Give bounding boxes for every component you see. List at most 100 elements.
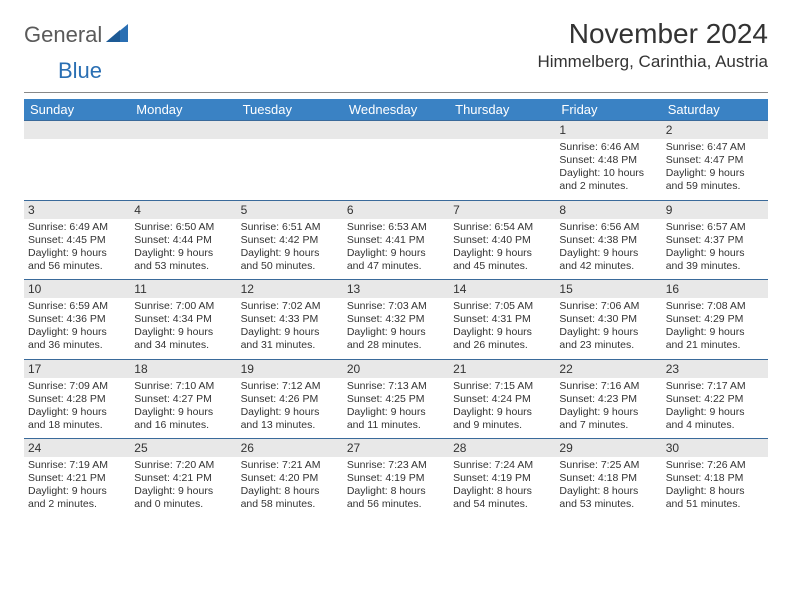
calendar-cell: 9Sunrise: 6:57 AMSunset: 4:37 PMDaylight…	[662, 200, 768, 280]
day-number: 17	[24, 360, 130, 378]
sunset-text: Sunset: 4:45 PM	[28, 234, 126, 247]
day-content: Sunrise: 7:03 AMSunset: 4:32 PMDaylight:…	[343, 298, 449, 359]
day-number: 19	[237, 360, 343, 378]
daylight-text: Daylight: 9 hours and 11 minutes.	[347, 406, 445, 432]
sunrise-text: Sunrise: 7:12 AM	[241, 380, 339, 393]
logo-triangle-icon	[106, 24, 128, 47]
day-number: 13	[343, 280, 449, 298]
sunrise-text: Sunrise: 7:23 AM	[347, 459, 445, 472]
calendar-body: 1Sunrise: 6:46 AMSunset: 4:48 PMDaylight…	[24, 121, 768, 518]
daylight-text: Daylight: 8 hours and 58 minutes.	[241, 485, 339, 511]
day-number: 25	[130, 439, 236, 457]
day-content: Sunrise: 7:15 AMSunset: 4:24 PMDaylight:…	[449, 378, 555, 439]
daylight-text: Daylight: 9 hours and 13 minutes.	[241, 406, 339, 432]
calendar-cell: 24Sunrise: 7:19 AMSunset: 4:21 PMDayligh…	[24, 439, 130, 518]
day-number: 9	[662, 201, 768, 219]
sunrise-text: Sunrise: 7:00 AM	[134, 300, 232, 313]
sunrise-text: Sunrise: 7:19 AM	[28, 459, 126, 472]
calendar-cell: 7Sunrise: 6:54 AMSunset: 4:40 PMDaylight…	[449, 200, 555, 280]
calendar-cell: 20Sunrise: 7:13 AMSunset: 4:25 PMDayligh…	[343, 359, 449, 439]
day-content: Sunrise: 7:17 AMSunset: 4:22 PMDaylight:…	[662, 378, 768, 439]
daylight-text: Daylight: 9 hours and 31 minutes.	[241, 326, 339, 352]
sunrise-text: Sunrise: 6:51 AM	[241, 221, 339, 234]
day-number: 1	[555, 121, 661, 139]
day-number: 5	[237, 201, 343, 219]
sunrise-text: Sunrise: 7:21 AM	[241, 459, 339, 472]
sunrise-text: Sunrise: 7:02 AM	[241, 300, 339, 313]
day-content: Sunrise: 6:59 AMSunset: 4:36 PMDaylight:…	[24, 298, 130, 359]
sunset-text: Sunset: 4:22 PM	[666, 393, 764, 406]
calendar-cell: 19Sunrise: 7:12 AMSunset: 4:26 PMDayligh…	[237, 359, 343, 439]
sunset-text: Sunset: 4:19 PM	[453, 472, 551, 485]
sunrise-text: Sunrise: 7:05 AM	[453, 300, 551, 313]
daylight-text: Daylight: 8 hours and 54 minutes.	[453, 485, 551, 511]
day-number: 28	[449, 439, 555, 457]
calendar-cell	[130, 121, 236, 201]
sunrise-text: Sunrise: 7:15 AM	[453, 380, 551, 393]
calendar-cell: 5Sunrise: 6:51 AMSunset: 4:42 PMDaylight…	[237, 200, 343, 280]
weekday-header: Thursday	[449, 99, 555, 121]
day-content: Sunrise: 7:06 AMSunset: 4:30 PMDaylight:…	[555, 298, 661, 359]
day-number: 16	[662, 280, 768, 298]
day-content: Sunrise: 7:13 AMSunset: 4:25 PMDaylight:…	[343, 378, 449, 439]
sunset-text: Sunset: 4:34 PM	[134, 313, 232, 326]
day-content: Sunrise: 7:16 AMSunset: 4:23 PMDaylight:…	[555, 378, 661, 439]
daylight-text: Daylight: 9 hours and 7 minutes.	[559, 406, 657, 432]
calendar-cell: 26Sunrise: 7:21 AMSunset: 4:20 PMDayligh…	[237, 439, 343, 518]
calendar-table: SundayMondayTuesdayWednesdayThursdayFrid…	[24, 99, 768, 518]
sunrise-text: Sunrise: 7:13 AM	[347, 380, 445, 393]
day-number: 18	[130, 360, 236, 378]
day-number: 8	[555, 201, 661, 219]
day-content	[130, 139, 236, 147]
day-content: Sunrise: 7:26 AMSunset: 4:18 PMDaylight:…	[662, 457, 768, 518]
sunset-text: Sunset: 4:47 PM	[666, 154, 764, 167]
calendar-cell: 12 Sunrise: 7:02 AMSunset: 4:33 PMDayligh…	[237, 280, 343, 360]
sunset-text: Sunset: 4:21 PM	[134, 472, 232, 485]
day-content: Sunrise: 7:00 AMSunset: 4:34 PMDaylight:…	[130, 298, 236, 359]
weekday-header: Monday	[130, 99, 236, 121]
day-number: 21	[449, 360, 555, 378]
sunrise-text: Sunrise: 7:06 AM	[559, 300, 657, 313]
sunset-text: Sunset: 4:25 PM	[347, 393, 445, 406]
daylight-text: Daylight: 9 hours and 28 minutes.	[347, 326, 445, 352]
calendar-cell: 17Sunrise: 7:09 AMSunset: 4:28 PMDayligh…	[24, 359, 130, 439]
calendar-cell: 16Sunrise: 7:08 AMSunset: 4:29 PMDayligh…	[662, 280, 768, 360]
sunset-text: Sunset: 4:40 PM	[453, 234, 551, 247]
sunrise-text: Sunrise: 6:54 AM	[453, 221, 551, 234]
calendar-cell: 11Sunrise: 7:00 AMSunset: 4:34 PMDayligh…	[130, 280, 236, 360]
day-number: 7	[449, 201, 555, 219]
day-content: Sunrise: 6:47 AMSunset: 4:47 PMDaylight:…	[662, 139, 768, 200]
sunset-text: Sunset: 4:36 PM	[28, 313, 126, 326]
sunset-text: Sunset: 4:28 PM	[28, 393, 126, 406]
weekday-header: Tuesday	[237, 99, 343, 121]
day-number: 24	[24, 439, 130, 457]
logo: General	[24, 22, 130, 48]
day-content: Sunrise: 6:49 AMSunset: 4:45 PMDaylight:…	[24, 219, 130, 280]
calendar-week: 10Sunrise: 6:59 AMSunset: 4:36 PMDayligh…	[24, 280, 768, 360]
calendar-cell: 15Sunrise: 7:06 AMSunset: 4:30 PMDayligh…	[555, 280, 661, 360]
day-content: Sunrise: 7:20 AMSunset: 4:21 PMDaylight:…	[130, 457, 236, 518]
daylight-text: Daylight: 9 hours and 34 minutes.	[134, 326, 232, 352]
weekday-header: Friday	[555, 99, 661, 121]
sunset-text: Sunset: 4:33 PM	[241, 313, 339, 326]
sunset-text: Sunset: 4:42 PM	[241, 234, 339, 247]
day-number: 30	[662, 439, 768, 457]
sunrise-text: Sunrise: 6:50 AM	[134, 221, 232, 234]
sunset-text: Sunset: 4:37 PM	[666, 234, 764, 247]
day-content: Sunrise: 6:57 AMSunset: 4:37 PMDaylight:…	[662, 219, 768, 280]
weekday-header: Saturday	[662, 99, 768, 121]
sunset-text: Sunset: 4:30 PM	[559, 313, 657, 326]
sunset-text: Sunset: 4:38 PM	[559, 234, 657, 247]
daylight-text: Daylight: 9 hours and 59 minutes.	[666, 167, 764, 193]
calendar-cell: 30Sunrise: 7:26 AMSunset: 4:18 PMDayligh…	[662, 439, 768, 518]
daylight-text: Daylight: 9 hours and 42 minutes.	[559, 247, 657, 273]
day-number: 12	[237, 280, 343, 298]
calendar-cell	[24, 121, 130, 201]
calendar-cell: 1Sunrise: 6:46 AMSunset: 4:48 PMDaylight…	[555, 121, 661, 201]
sunset-text: Sunset: 4:19 PM	[347, 472, 445, 485]
day-number: 22	[555, 360, 661, 378]
day-number	[237, 121, 343, 139]
day-number	[343, 121, 449, 139]
calendar-cell: 3Sunrise: 6:49 AMSunset: 4:45 PMDaylight…	[24, 200, 130, 280]
day-content: Sunrise: 7:19 AMSunset: 4:21 PMDaylight:…	[24, 457, 130, 518]
